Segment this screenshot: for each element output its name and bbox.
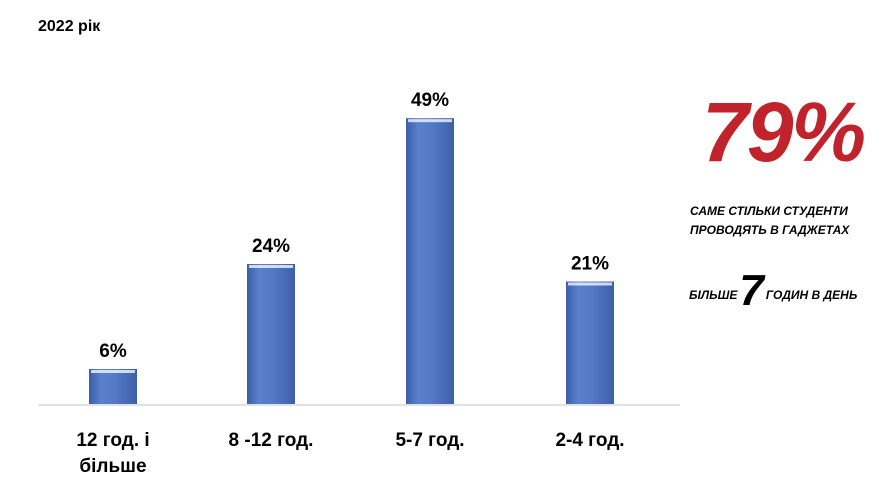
category-label-4: 2-4 год. [555, 430, 624, 451]
callout-line3: БІЛЬШЕ7 ГОДИН В ДЕНЬ [689, 266, 889, 316]
category-label-3: 5-7 год. [395, 430, 464, 451]
bar-highlight-4 [568, 282, 612, 286]
callout-line2: ПРОВОДЯТЬ В ГАДЖЕТАХ [690, 223, 850, 237]
category-label-1-line1: 12 год. і [76, 430, 149, 451]
callout-number: 7 [739, 266, 764, 315]
bar-1 [89, 369, 137, 404]
bar-highlight-3 [408, 119, 452, 123]
bar-highlight-2 [249, 265, 293, 268]
callout-text: САМЕ СТІЛЬКИ СТУДЕНТИ ПРОВОДЯТЬ В ГАДЖЕТ… [690, 202, 890, 240]
category-label-1-line2: більше [79, 456, 146, 477]
category-label-2: 8 -12 год. [229, 430, 314, 451]
bar-highlight-1 [91, 370, 135, 373]
value-label-3: 49% [411, 90, 449, 111]
value-label-1: 6% [99, 341, 127, 362]
value-label-2: 24% [252, 236, 290, 257]
bar-4 [566, 281, 614, 404]
value-label-4: 21% [571, 254, 609, 275]
bar-3 [406, 118, 454, 405]
bar-2 [247, 264, 295, 404]
callout-prefix: БІЛЬШЕ [689, 288, 738, 302]
year-label: 2022 рік [38, 18, 101, 35]
callout-percent: 79% [702, 85, 866, 179]
callout-line1: САМЕ СТІЛЬКИ СТУДЕНТИ [690, 204, 848, 218]
callout-suffix: ГОДИН В ДЕНЬ [765, 288, 858, 302]
